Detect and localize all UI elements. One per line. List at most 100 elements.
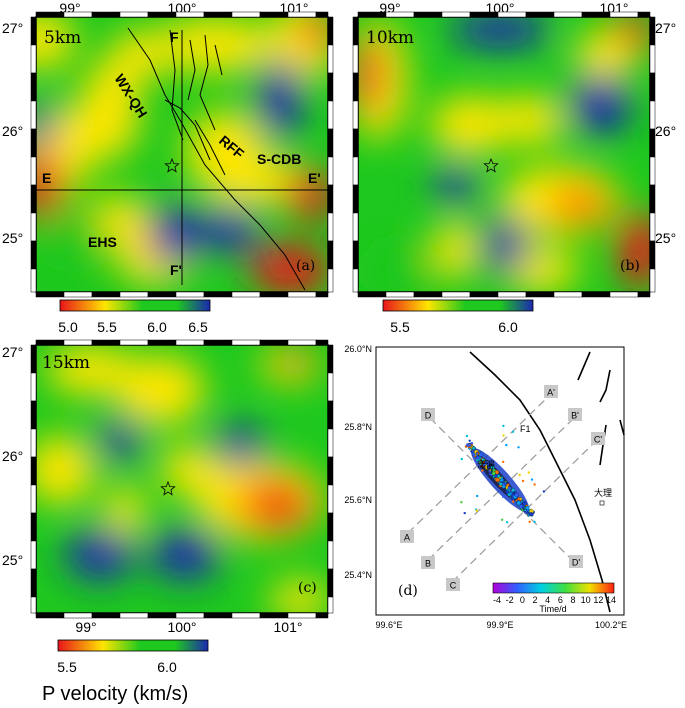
earthquake-point [514, 492, 519, 497]
profile-label: C [450, 581, 457, 591]
profile-box [569, 555, 583, 568]
d-ytick-3: 25.6°N [344, 495, 372, 505]
time-colorbar [492, 582, 615, 594]
colorbar-a [59, 299, 211, 312]
c-cbar-tick-1: 5.5 [57, 659, 77, 675]
a-cbar-tick-1: 5.0 [58, 319, 78, 335]
earthquake-point [528, 512, 534, 517]
time-tick: 6 [558, 595, 563, 605]
earthquake-point [463, 511, 466, 515]
earthquake-point [481, 469, 484, 472]
time-tick: 8 [570, 595, 575, 605]
earthquake-point [511, 500, 515, 503]
earthquake-point [517, 446, 520, 449]
earthquake-point [468, 447, 471, 450]
earthquake-point [511, 488, 515, 492]
time-tick: 10 [581, 595, 591, 605]
a-cbar-tick-3: 6.0 [147, 319, 167, 335]
time-tick: -2 [506, 595, 514, 605]
earthquake-point [542, 490, 546, 493]
time-tick: 2 [532, 595, 537, 605]
a-ytick-3: 25° [2, 230, 23, 246]
earthquake-point [475, 455, 479, 458]
earthquake-point [519, 497, 523, 501]
profile-label: C' [594, 435, 602, 445]
colorbar-c [57, 639, 209, 652]
d-fault-label: F1 [520, 424, 531, 434]
d-xtick-2: 99.9°E [486, 620, 513, 630]
earthquake-point [533, 483, 536, 486]
d-place-dali: 大理 [594, 487, 612, 498]
d-ytick-2: 25.8°N [344, 422, 372, 432]
b-ytick-2: 26° [655, 123, 676, 139]
c-ytick-1: 27° [2, 344, 23, 360]
a-depth-label: 5km [44, 28, 81, 48]
earthquake-point [525, 505, 530, 510]
earthquake-point [515, 499, 518, 502]
a-ytick-2: 26° [2, 123, 23, 139]
earthquake-point [526, 511, 530, 515]
b-ytick-1: 27° [655, 20, 676, 36]
earthquake-point [502, 460, 505, 464]
earthquake-point [471, 450, 474, 453]
profile-box [591, 432, 605, 445]
panel-b-frame [352, 11, 656, 298]
c-panel-label: (c) [298, 580, 317, 596]
d-panel-label: (d) [398, 583, 418, 599]
c-depth-label: 15km [42, 353, 90, 373]
time-tick: 14 [606, 595, 616, 605]
earthquake-point [505, 521, 509, 524]
d-time-label: Time/d [539, 604, 566, 614]
earthquake-point [460, 501, 463, 504]
b-cbar-tick-1: 5.5 [390, 319, 410, 335]
b-panel-label: (b) [620, 258, 640, 274]
profile-box [421, 556, 435, 569]
earthquake-point [465, 434, 469, 438]
time-tick: 4 [545, 595, 550, 605]
earthquake-point [472, 446, 476, 450]
earthquake-point [530, 478, 534, 481]
earthquake-point [475, 509, 478, 512]
b-cbar-tick-2: 6.0 [498, 319, 518, 335]
earthquake-point [499, 482, 503, 486]
earthquake-point [527, 471, 530, 474]
earthquake-point [500, 477, 503, 480]
panel-a-frame [30, 11, 334, 298]
profile-label: D [425, 411, 432, 421]
panel-b [357, 16, 651, 293]
time-tick: -4 [493, 595, 501, 605]
c-cbar-tick-2: 6.0 [157, 659, 177, 675]
a-ytick-1: 27° [2, 20, 23, 36]
profile-box [400, 530, 414, 543]
a-panel-label: (a) [296, 258, 315, 274]
earthquake-point [505, 490, 510, 494]
d-place-yangbi: 漾濞 [477, 459, 495, 470]
c-ytick-3: 25° [2, 552, 23, 568]
earthquake-point [468, 444, 471, 447]
earthquake-point [497, 474, 501, 478]
panel-c-velocity-map [36, 345, 328, 613]
profile-label: B [425, 559, 431, 569]
panel-a [35, 16, 329, 293]
a-label-e-prime: E' [308, 170, 321, 186]
earthquake-point [468, 439, 471, 442]
d-xtick-1: 99.6°E [375, 620, 402, 630]
a-cbar-tick-2: 5.5 [97, 319, 117, 335]
dali-marker [599, 500, 605, 506]
earthquake-point [470, 441, 474, 445]
d-xtick-3: 100.2°E [595, 620, 627, 630]
profile-box [568, 408, 582, 421]
c-xtick-3: 101° [274, 619, 303, 635]
time-tick: 0 [520, 595, 525, 605]
earthquake-point [482, 463, 486, 467]
b-depth-label: 10km [366, 28, 414, 48]
profile-box [421, 408, 435, 421]
colorbar-b [382, 299, 534, 312]
panel-c [35, 344, 329, 614]
c-ytick-2: 26° [2, 448, 23, 464]
earthquake-point [500, 518, 504, 521]
earthquake-point [533, 520, 536, 523]
a-label-f-prime: F' [170, 262, 182, 278]
a-label-scdb: S-CDB [257, 151, 301, 167]
earthquake-point [516, 500, 522, 506]
